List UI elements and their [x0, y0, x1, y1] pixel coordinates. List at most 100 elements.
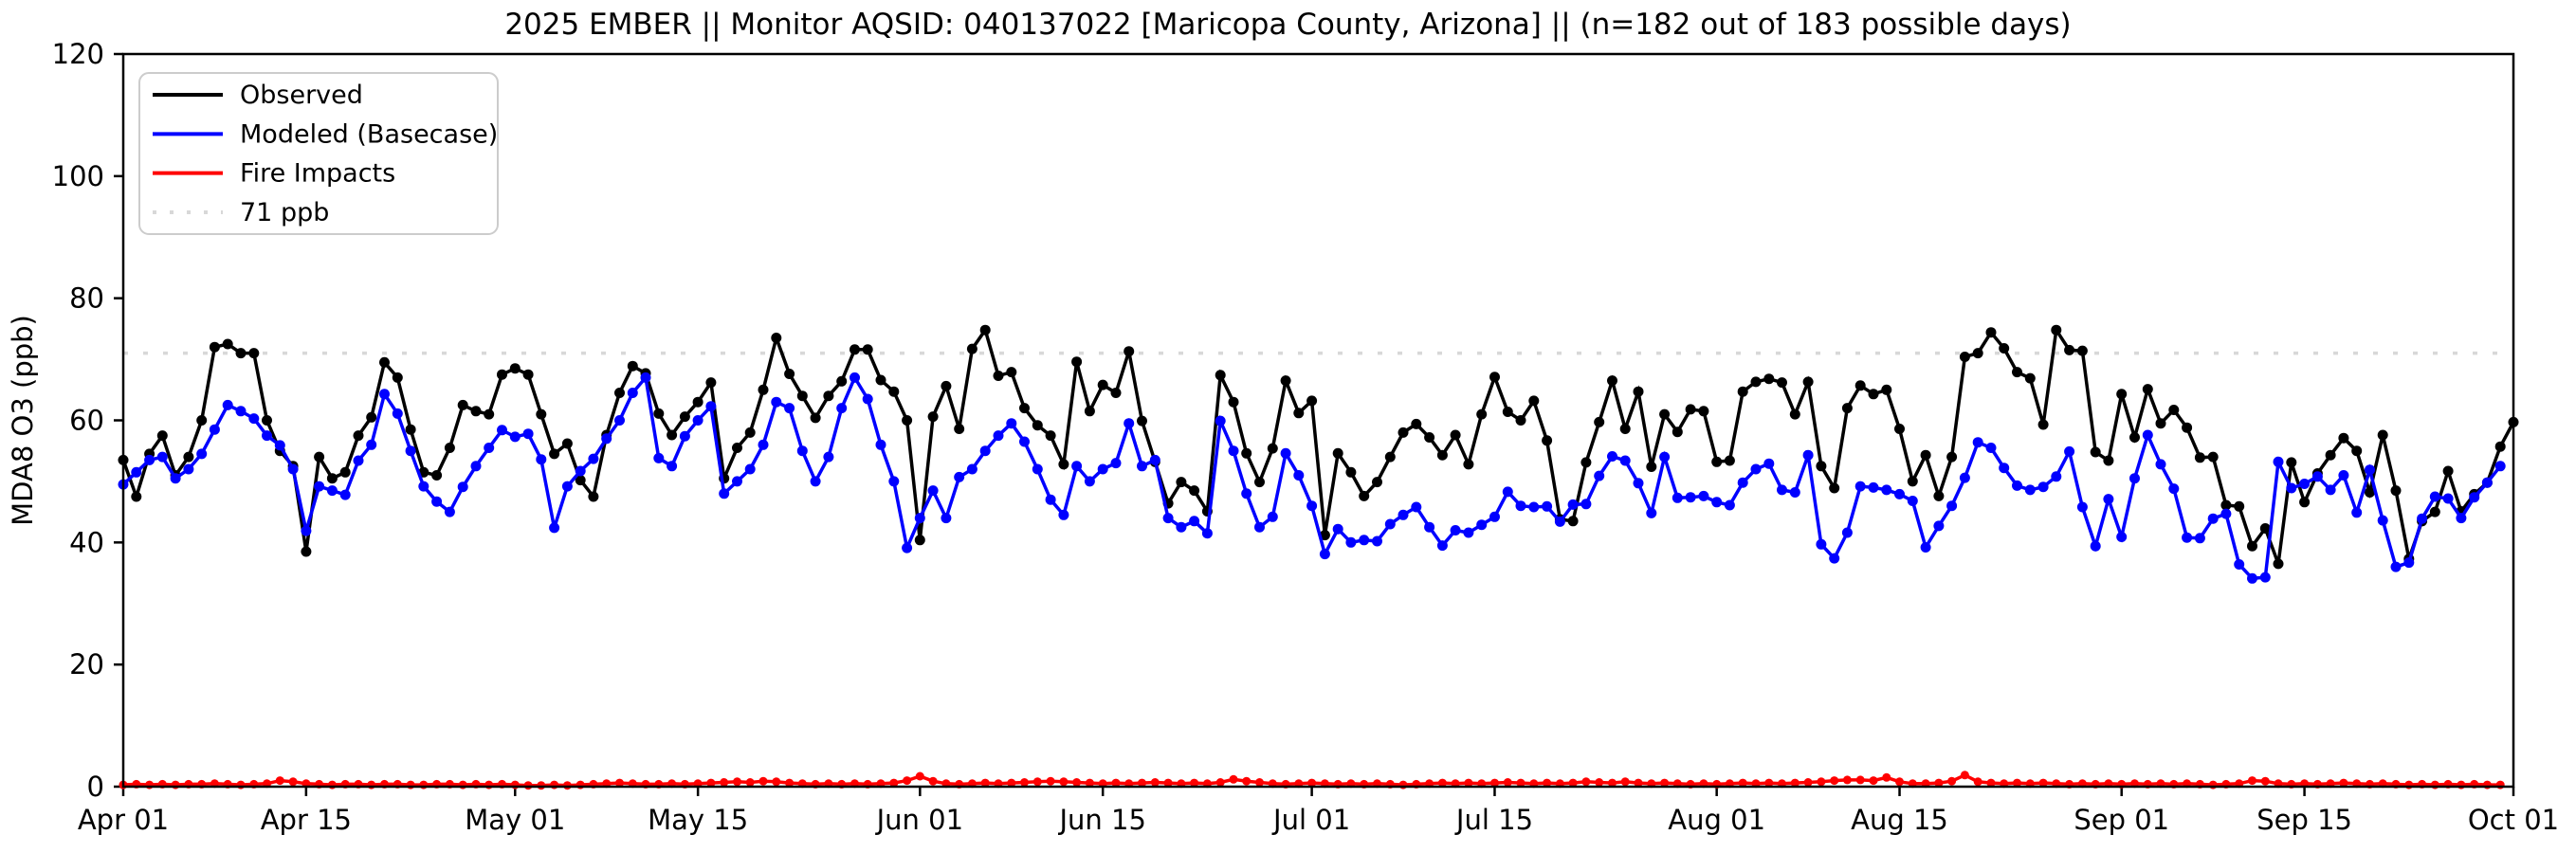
series-observed-marker	[1032, 420, 1043, 431]
series-observed-marker	[2247, 540, 2257, 552]
series-observed-marker	[744, 426, 756, 438]
series-fire-impacts-marker	[1020, 778, 1029, 787]
axes-frame	[121, 52, 2515, 789]
series-fire-impacts-marker	[1085, 778, 1094, 788]
series-modeled-basecase-marker	[1528, 501, 1540, 513]
series-fire-impacts-marker	[758, 776, 768, 786]
series-modeled-basecase-marker	[2234, 559, 2245, 570]
x-tick-label: Aug 01	[1668, 804, 1765, 836]
series-modeled-basecase-marker	[732, 476, 742, 487]
series-fire-impacts-marker	[980, 778, 990, 788]
series-observed-marker	[758, 384, 769, 395]
series-modeled-basecase-marker	[457, 481, 468, 493]
series-observed-marker	[2129, 432, 2140, 443]
series-modeled-basecase-marker	[1267, 511, 1278, 522]
series-modeled-basecase-marker	[588, 453, 599, 464]
series-observed-marker	[497, 369, 507, 380]
series-fire-impacts-marker	[1255, 778, 1264, 787]
series-observed-marker	[536, 408, 547, 420]
series-observed-marker	[2390, 485, 2402, 497]
series-fire-impacts-marker	[562, 781, 572, 790]
x-tick-label: May 01	[465, 804, 565, 836]
series-modeled-basecase-marker	[1215, 415, 1226, 426]
series-observed-marker	[1502, 407, 1513, 417]
legend-item-fire-impacts-label: Fire Impacts	[240, 159, 395, 189]
series-fire-impacts-marker	[1947, 776, 1957, 786]
series-observed-marker	[1920, 449, 1931, 461]
series-fire-impacts-marker	[928, 776, 938, 786]
series-observed-marker	[2076, 345, 2088, 356]
series-modeled-basecase-marker	[771, 396, 782, 408]
series-fire-impacts-marker	[915, 771, 924, 781]
x-tick-label: Apr 01	[78, 804, 169, 836]
series-fire-impacts-marker	[1660, 778, 1670, 788]
series-modeled-basecase-marker	[262, 430, 272, 442]
series-observed-marker	[2286, 457, 2297, 468]
series-fire-impacts-marker	[1307, 778, 1317, 788]
series-modeled-basecase-marker	[2429, 491, 2440, 502]
series-modeled-basecase-marker	[614, 415, 625, 426]
series-modeled-basecase-marker	[484, 443, 495, 453]
series-observed-marker	[810, 412, 821, 424]
series-observed-marker	[588, 491, 599, 502]
series-fire-impacts-marker	[615, 778, 624, 788]
series-observed-marker	[1110, 388, 1122, 398]
series-modeled-basecase-marker	[784, 403, 795, 414]
series-observed-marker	[979, 324, 991, 336]
series-modeled-basecase-marker	[575, 465, 586, 477]
series-observed-marker	[1019, 403, 1030, 414]
series-modeled-basecase-marker	[549, 522, 560, 534]
series-observed-marker	[1841, 403, 1853, 414]
series-fire-impacts-marker	[1543, 778, 1552, 788]
series-observed-marker	[575, 475, 586, 486]
series-modeled-basecase-marker	[2365, 464, 2375, 476]
series-observed-marker	[2299, 497, 2311, 508]
series-fire-impacts-marker	[1111, 778, 1121, 788]
series-fire-impacts-marker	[1046, 776, 1055, 786]
series-modeled-basecase-marker	[2155, 459, 2166, 470]
series-modeled-basecase-marker	[705, 401, 717, 412]
x-tick-label: Jul 15	[1454, 804, 1533, 836]
series-fire-impacts-marker	[1960, 771, 1969, 780]
series-fire-impacts-marker	[889, 778, 899, 788]
legend-item-observed-label: Observed	[240, 81, 363, 110]
series-observed-marker	[2325, 449, 2336, 461]
series-observed-marker	[914, 535, 925, 546]
series-modeled-basecase-marker	[1384, 518, 1396, 530]
series-observed-marker	[1698, 406, 1709, 417]
series-observed-marker	[850, 344, 860, 355]
x-tick-label: Jun 15	[1057, 804, 1145, 836]
series-observed-marker	[1802, 376, 1814, 388]
series-observed-marker	[222, 338, 233, 350]
series-fire-impacts-marker	[1869, 776, 1878, 786]
series-observed-marker	[484, 408, 495, 420]
series-observed-marker	[1580, 457, 1592, 468]
series-observed-marker	[1542, 435, 1553, 446]
series-modeled-basecase-marker	[1724, 499, 1735, 511]
series-observed-marker	[2259, 523, 2271, 534]
series-observed-marker	[1789, 408, 1800, 420]
series-observed-marker	[379, 356, 390, 368]
series-modeled-basecase-marker	[993, 430, 1004, 442]
series-modeled-basecase-marker	[1489, 511, 1500, 522]
series-observed-marker	[888, 386, 900, 397]
series-modeled-basecase-marker	[927, 485, 939, 497]
series-observed-marker	[2351, 445, 2363, 457]
series-observed-marker	[2207, 451, 2219, 463]
series-modeled-basecase-marker	[1829, 553, 1840, 564]
series-fire-impacts-marker	[1150, 778, 1160, 787]
series-observed-marker	[2194, 452, 2205, 463]
series-modeled-basecase-marker	[1306, 500, 1318, 512]
series-fire-impacts-marker	[1608, 778, 1617, 788]
series-fire-impacts-marker	[706, 778, 716, 788]
series-observed-marker	[836, 375, 848, 387]
series-modeled-basecase-marker	[1463, 527, 1474, 538]
series-observed-marker	[653, 408, 665, 419]
series-observed-marker	[1646, 462, 1657, 472]
y-tick-label: 40	[69, 526, 104, 558]
series-observed-marker	[1267, 443, 1278, 454]
series-observed-marker	[2494, 441, 2506, 452]
series-observed-marker	[1881, 384, 1892, 395]
series-fire-impacts-marker	[1934, 778, 1944, 788]
series-observed-marker	[1058, 459, 1069, 470]
